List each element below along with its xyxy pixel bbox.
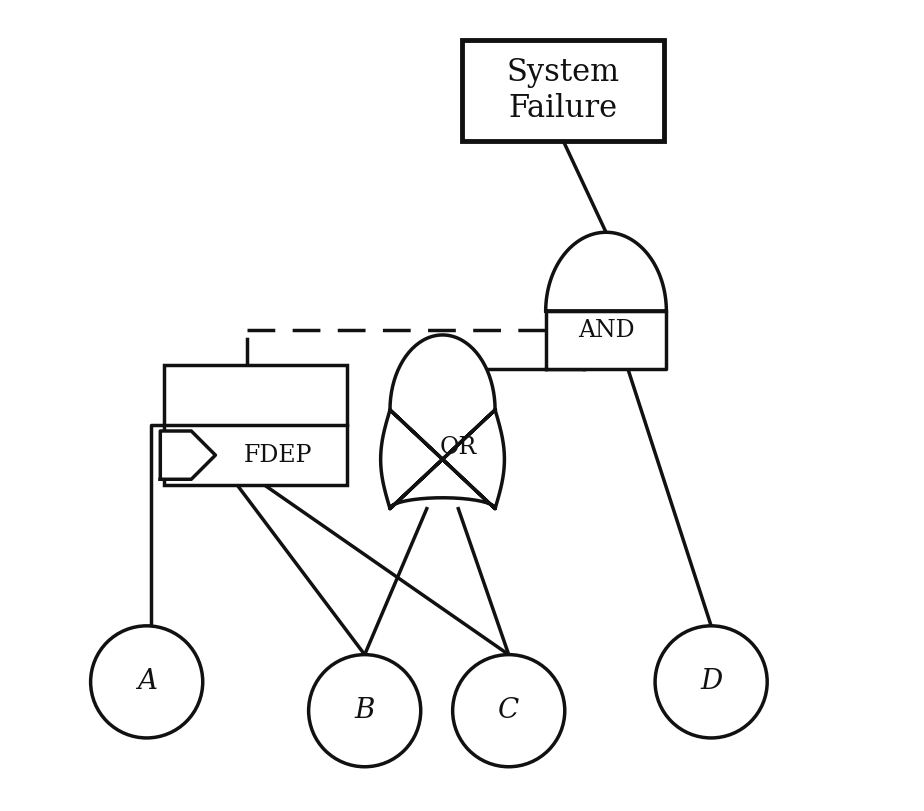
Polygon shape	[381, 335, 505, 508]
Polygon shape	[546, 311, 666, 368]
Circle shape	[309, 654, 420, 766]
Text: A: A	[137, 668, 157, 695]
Polygon shape	[546, 232, 666, 311]
Text: AND: AND	[578, 319, 635, 342]
FancyBboxPatch shape	[462, 40, 664, 141]
Text: FDEP: FDEP	[243, 444, 312, 466]
Text: System
Failure: System Failure	[506, 57, 620, 123]
Text: C: C	[498, 697, 519, 724]
FancyBboxPatch shape	[164, 365, 347, 485]
Polygon shape	[160, 431, 215, 479]
Text: D: D	[700, 668, 723, 695]
Circle shape	[453, 654, 565, 766]
Circle shape	[655, 626, 767, 738]
Text: B: B	[355, 697, 375, 724]
Text: OR: OR	[440, 436, 477, 459]
Circle shape	[91, 626, 202, 738]
